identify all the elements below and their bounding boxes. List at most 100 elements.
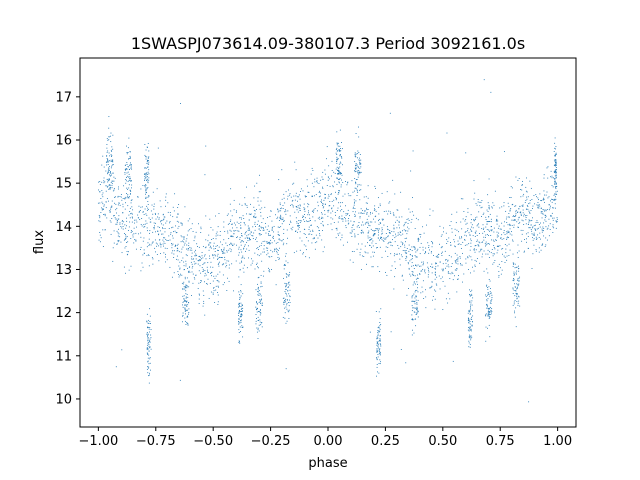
data-point: [543, 197, 544, 199]
data-point: [514, 312, 516, 314]
data-point: [228, 264, 230, 266]
data-point: [362, 213, 364, 214]
data-point: [376, 358, 378, 360]
data-point: [258, 291, 260, 293]
data-point: [324, 197, 326, 198]
data-point: [416, 308, 418, 310]
data-point: [289, 274, 290, 276]
data-point: [282, 218, 284, 220]
data-point: [378, 351, 380, 353]
data-point: [467, 269, 469, 270]
data-point: [170, 232, 172, 234]
data-point: [359, 254, 361, 256]
data-point: [403, 224, 405, 226]
data-point: [359, 172, 361, 174]
data-point: [239, 316, 241, 318]
data-point: [520, 215, 522, 216]
data-point: [363, 212, 365, 214]
data-point: [378, 239, 380, 241]
data-point: [323, 225, 324, 227]
data-point: [479, 262, 481, 264]
data-point: [317, 201, 319, 203]
data-point: [537, 207, 539, 209]
data-point: [357, 172, 359, 174]
data-point: [359, 162, 361, 164]
data-point: [147, 203, 149, 205]
data-point: [233, 209, 235, 211]
data-point: [260, 324, 262, 326]
data-point: [533, 235, 535, 236]
data-point: [290, 220, 291, 222]
data-point: [145, 190, 147, 192]
data-point: [446, 265, 448, 267]
data-point: [504, 221, 505, 223]
data-point: [184, 300, 186, 302]
data-point: [176, 232, 178, 233]
data-point: [411, 297, 413, 299]
data-point: [289, 289, 291, 291]
data-point: [251, 262, 253, 264]
data-point: [368, 215, 370, 217]
data-point: [555, 164, 557, 166]
data-point: [377, 356, 379, 358]
data-point: [126, 251, 128, 252]
data-point: [111, 206, 113, 208]
data-point: [213, 245, 214, 247]
data-point: [204, 275, 206, 277]
data-point: [411, 305, 413, 307]
data-point: [548, 196, 550, 198]
data-point: [111, 200, 113, 202]
data-point: [360, 163, 362, 165]
data-point: [155, 231, 156, 233]
data-point: [192, 282, 194, 284]
data-point: [295, 231, 296, 232]
data-point: [244, 224, 246, 226]
data-point: [123, 221, 125, 223]
data-point: [405, 362, 407, 364]
data-point: [126, 163, 128, 165]
data-point: [321, 176, 323, 178]
y-tick-label: 15: [55, 177, 72, 192]
data-point: [513, 290, 515, 291]
data-point: [467, 312, 469, 314]
data-point: [225, 262, 227, 264]
data-point: [150, 221, 152, 223]
data-point: [401, 216, 403, 218]
data-point: [553, 194, 555, 196]
data-point: [253, 215, 255, 217]
data-point: [337, 158, 339, 160]
data-point: [377, 332, 379, 333]
data-point: [147, 196, 149, 198]
data-point: [389, 241, 391, 243]
data-point: [529, 202, 531, 204]
data-point: [377, 197, 379, 199]
data-point: [477, 224, 479, 226]
data-point: [118, 233, 120, 235]
data-point: [285, 213, 287, 215]
data-point: [428, 247, 430, 248]
data-point: [487, 286, 488, 288]
data-point: [383, 224, 385, 226]
data-point: [405, 253, 407, 254]
data-point: [284, 282, 286, 284]
data-point: [378, 362, 380, 364]
data-point: [518, 296, 520, 298]
data-point: [222, 274, 224, 276]
data-point: [112, 148, 114, 150]
data-point: [124, 208, 126, 210]
data-point: [362, 224, 364, 226]
data-point: [204, 254, 206, 256]
data-point: [379, 246, 381, 248]
data-point: [520, 213, 522, 215]
data-point: [246, 241, 248, 243]
data-point: [378, 344, 379, 346]
data-point: [146, 161, 148, 163]
data-point: [314, 178, 316, 180]
data-point: [354, 154, 356, 156]
data-point: [159, 244, 161, 246]
data-point: [355, 167, 357, 169]
data-point: [175, 232, 177, 234]
data-point: [110, 208, 112, 210]
data-point: [144, 156, 146, 158]
data-point: [132, 217, 133, 219]
